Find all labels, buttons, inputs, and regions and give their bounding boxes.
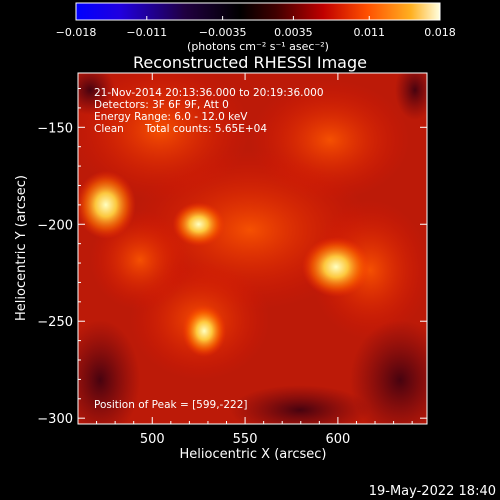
colorbar-tick-label: 0.018 bbox=[424, 26, 456, 39]
colorbar-tick-label: 0.0035 bbox=[274, 26, 313, 39]
chart-title: Reconstructed RHESSI Image bbox=[133, 53, 367, 72]
y-tick-label: −200 bbox=[37, 218, 73, 233]
hot-source bbox=[182, 304, 227, 357]
hot-source bbox=[78, 170, 136, 239]
colorbar-tick-label: −0.018 bbox=[56, 26, 97, 39]
colorbar-ticks: −0.018 −0.011 −0.0035 0.0035 0.011 0.018 bbox=[56, 16, 456, 39]
annotation-peak: Position of Peak = [599,-222] bbox=[94, 399, 248, 411]
annotation-time: 21-Nov-2014 20:13:36.000 to 20:19:36.000 bbox=[94, 87, 324, 99]
hot-source bbox=[172, 202, 225, 247]
axis-ticks: 500 550 600 −150 −200 −250 −300 bbox=[37, 73, 427, 447]
y-tick-label: −150 bbox=[37, 121, 73, 136]
annotation-energy: Energy Range: 6.0 - 12.0 keV bbox=[94, 111, 248, 123]
y-axis-title: Heliocentric Y (arcsec) bbox=[14, 175, 29, 321]
annotation-detectors: Detectors: 3F 6F 9F, Att 0 bbox=[94, 99, 229, 111]
plot-frame bbox=[77, 72, 428, 425]
annotation-total-counts: Total counts: 5.65E+04 bbox=[144, 123, 267, 135]
colorbar-tick-label: −0.0035 bbox=[199, 26, 247, 39]
hot-source bbox=[302, 236, 371, 297]
colorbar-unit-label: (photons cm⁻² s⁻¹ asec⁻²) bbox=[187, 40, 329, 53]
y-tick-label: −300 bbox=[37, 412, 73, 427]
hot-sources bbox=[78, 170, 371, 357]
x-tick-label: 600 bbox=[325, 432, 350, 447]
colorbar-tick-label: 0.011 bbox=[353, 26, 385, 39]
x-tick-label: 550 bbox=[233, 432, 258, 447]
image-area bbox=[78, 73, 427, 424]
footer-timestamp: 19-May-2022 18:40 bbox=[369, 484, 496, 499]
colorbar-tick-label: −0.011 bbox=[126, 26, 167, 39]
x-tick-label: 500 bbox=[140, 432, 165, 447]
annotation-clean: Clean bbox=[94, 123, 124, 135]
colorbar bbox=[75, 2, 441, 21]
y-tick-label: −250 bbox=[37, 315, 73, 330]
x-axis-title: Heliocentric X (arcsec) bbox=[180, 447, 327, 462]
